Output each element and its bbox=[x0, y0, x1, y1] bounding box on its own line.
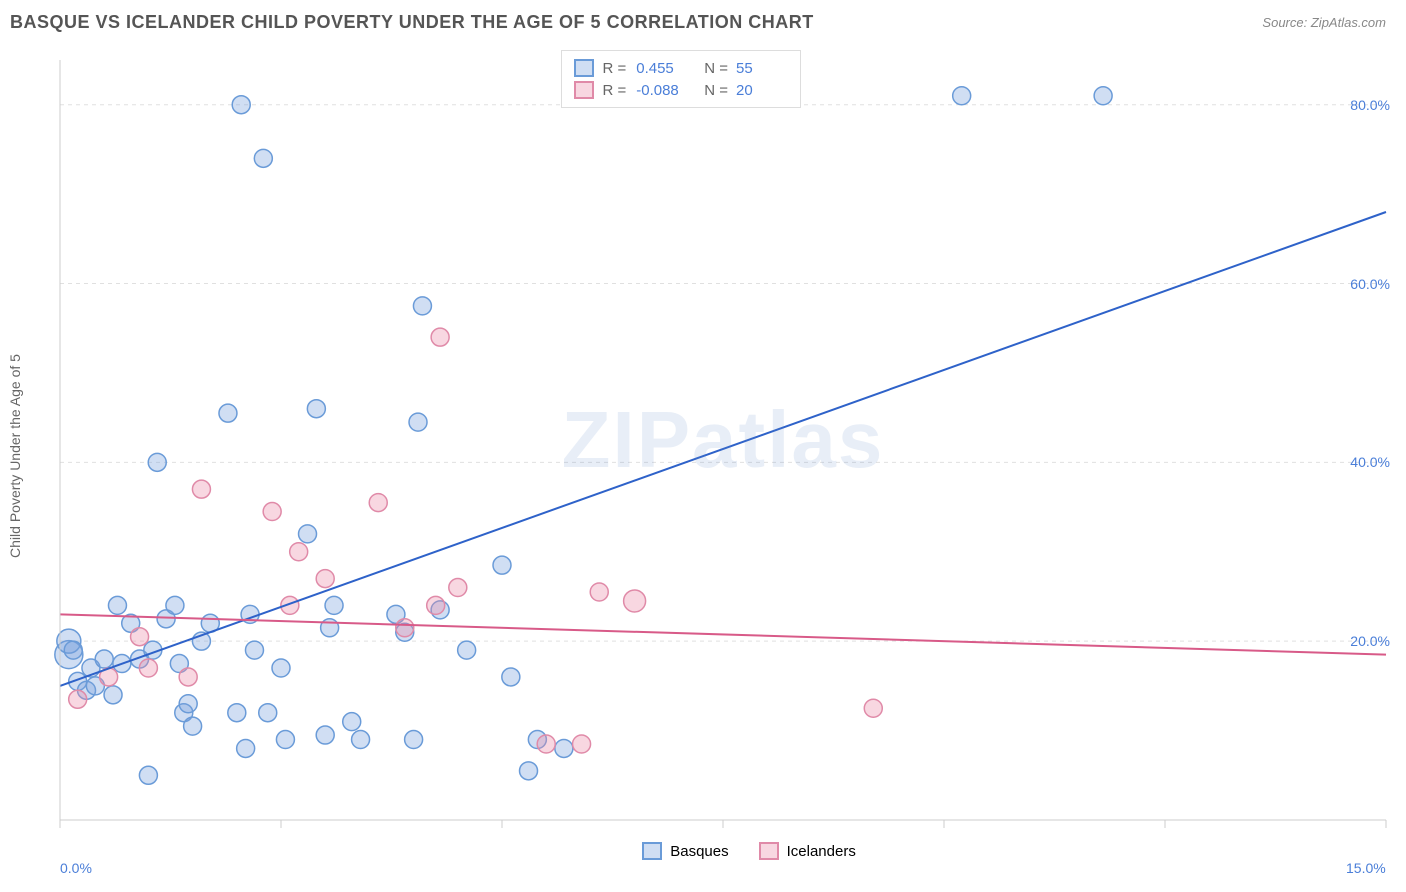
legend-label-icelanders: Icelanders bbox=[787, 843, 856, 860]
trend-lines bbox=[60, 212, 1386, 686]
n-label: N = bbox=[704, 82, 728, 99]
y-axis-label: Child Poverty Under the Age of 5 bbox=[7, 354, 23, 558]
y-tick-label: 40.0% bbox=[1350, 454, 1390, 470]
source-credit: Source: ZipAtlas.com bbox=[1262, 15, 1386, 30]
swatch-icelanders bbox=[759, 842, 779, 860]
source-value: ZipAtlas.com bbox=[1311, 15, 1386, 30]
y-tick-label: 80.0% bbox=[1350, 97, 1390, 113]
r-label: R = bbox=[602, 82, 626, 99]
y-tick-label: 60.0% bbox=[1350, 276, 1390, 292]
r-value-icelanders: -0.088 bbox=[636, 82, 688, 99]
chart-title: BASQUE VS ICELANDER CHILD POVERTY UNDER … bbox=[10, 12, 814, 33]
stats-legend: R = 0.455 N = 55 R = -0.088 N = 20 bbox=[561, 50, 801, 108]
x-tick-label: 15.0% bbox=[1346, 860, 1386, 876]
swatch-basques bbox=[642, 842, 662, 860]
n-label: N = bbox=[704, 60, 728, 77]
scatter-plot-svg bbox=[50, 50, 1396, 862]
r-value-basques: 0.455 bbox=[636, 60, 688, 77]
y-tick-label: 20.0% bbox=[1350, 633, 1390, 649]
chart-page: BASQUE VS ICELANDER CHILD POVERTY UNDER … bbox=[0, 0, 1406, 892]
legend-label-basques: Basques bbox=[670, 843, 728, 860]
swatch-basques bbox=[574, 59, 594, 77]
r-label: R = bbox=[602, 60, 626, 77]
n-value-basques: 55 bbox=[736, 60, 788, 77]
n-value-icelanders: 20 bbox=[736, 82, 788, 99]
axes bbox=[60, 60, 1386, 820]
swatch-icelanders bbox=[574, 81, 594, 99]
chart-area: Child Poverty Under the Age of 5 ZIPatla… bbox=[50, 50, 1396, 862]
title-bar: BASQUE VS ICELANDER CHILD POVERTY UNDER … bbox=[10, 12, 1386, 33]
scatter-points bbox=[55, 87, 1112, 785]
legend-item-basques: Basques bbox=[642, 842, 728, 860]
series-legend: Basques Icelanders bbox=[642, 842, 856, 860]
source-label: Source: bbox=[1262, 15, 1307, 30]
gridlines bbox=[60, 105, 1386, 828]
stats-legend-row-icelanders: R = -0.088 N = 20 bbox=[574, 79, 788, 101]
x-tick-label: 0.0% bbox=[60, 860, 92, 876]
legend-item-icelanders: Icelanders bbox=[759, 842, 856, 860]
stats-legend-row-basques: R = 0.455 N = 55 bbox=[574, 57, 788, 79]
